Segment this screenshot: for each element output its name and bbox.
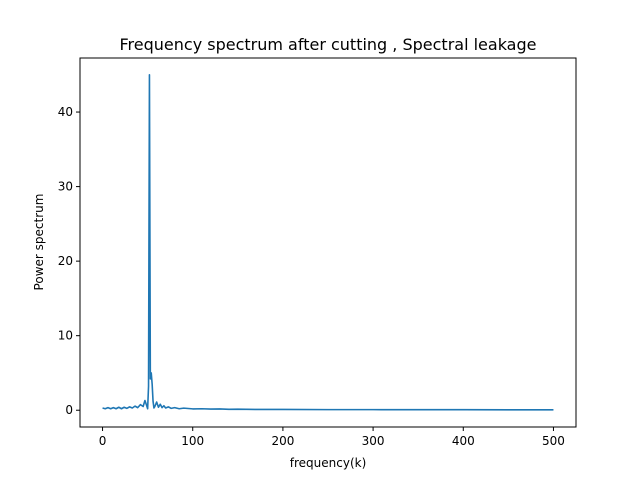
- y-axis-ticks: 0 10 20 30 40: [58, 105, 80, 417]
- x-tick-label: 200: [271, 434, 294, 448]
- chart-title: Frequency spectrum after cutting , Spect…: [120, 35, 537, 54]
- x-tick-label: 500: [542, 434, 565, 448]
- x-axis-label: frequency(k): [290, 456, 367, 470]
- y-tick-label: 0: [65, 403, 73, 417]
- x-tick-label: 300: [362, 434, 385, 448]
- y-tick-label: 30: [58, 180, 73, 194]
- x-tick-label: 100: [181, 434, 204, 448]
- y-axis-label: Power spectrum: [32, 194, 46, 291]
- x-axis-ticks: 0 100 200 300 400 500: [99, 427, 565, 448]
- y-tick-label: 10: [58, 329, 73, 343]
- y-tick-label: 40: [58, 105, 73, 119]
- x-tick-label: 0: [99, 434, 107, 448]
- y-tick-label: 20: [58, 254, 73, 268]
- plot-frame: [79, 57, 577, 428]
- x-tick-label: 400: [452, 434, 475, 448]
- series-line: [102, 73, 554, 411]
- series-layer: [102, 73, 554, 411]
